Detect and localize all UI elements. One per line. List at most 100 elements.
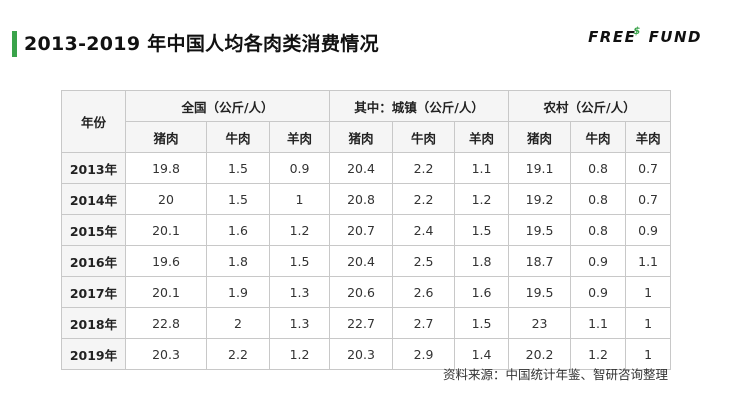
value-cell: 1.5 xyxy=(454,214,510,246)
value-cell: 19.6 xyxy=(125,245,207,277)
meat-header-pork: 猪肉 xyxy=(508,121,572,153)
table-row: 2017年 20.1 1.9 1.3 20.6 2.6 1.6 19.5 0.9 1 xyxy=(61,276,672,308)
value-cell: 18.7 xyxy=(508,245,572,277)
value-cell: 1.5 xyxy=(206,152,270,184)
value-cell: 1.2 xyxy=(268,338,331,370)
year-cell: 2017年 xyxy=(61,276,126,308)
value-cell: 0.9 xyxy=(625,214,672,246)
value-cell: 20.6 xyxy=(329,276,394,308)
meat-header-pork: 猪肉 xyxy=(125,121,207,153)
logo-text-right: FUND xyxy=(648,28,702,46)
table-body: 2013年 19.8 1.5 0.9 20.4 2.2 1.1 19.1 0.8 0.7 2014年… xyxy=(61,152,672,370)
meat-header-mutton: 羊肉 xyxy=(625,121,672,153)
value-cell: 2.6 xyxy=(392,276,456,308)
value-cell: 1 xyxy=(268,183,331,215)
meat-header-pork: 猪肉 xyxy=(329,121,394,153)
value-cell: 2.4 xyxy=(392,214,456,246)
value-cell: 2.5 xyxy=(392,245,456,277)
year-cell: 2015年 xyxy=(61,214,126,246)
logo-dollar-icon: $ xyxy=(633,26,642,37)
group-header-national: 全国（公斤/人） xyxy=(124,90,331,122)
value-cell: 1 xyxy=(625,276,672,308)
value-cell: 1.6 xyxy=(454,276,510,308)
value-cell: 1.3 xyxy=(268,307,331,339)
meat-consumption-table: 年份 全国（公斤/人） 其中：城镇（公斤/人） 农村（公斤/人） 猪肉 牛肉 羊… xyxy=(61,90,672,370)
value-cell: 0.7 xyxy=(625,183,672,215)
year-cell: 2018年 xyxy=(61,307,126,339)
table-row: 2019年 20.3 2.2 1.2 20.3 2.9 1.4 20.2 1.2 1 xyxy=(61,338,672,370)
value-cell: 1.8 xyxy=(206,245,270,277)
year-cell: 2013年 xyxy=(61,152,126,184)
value-cell: 1.9 xyxy=(206,276,270,308)
value-cell: 0.8 xyxy=(570,152,627,184)
value-cell: 20.1 xyxy=(125,276,207,308)
value-cell: 1.2 xyxy=(454,183,510,215)
value-cell: 1.3 xyxy=(268,276,331,308)
value-cell: 20.4 xyxy=(329,152,394,184)
value-cell: 20.3 xyxy=(125,338,207,370)
table-row: 2016年 19.6 1.8 1.5 20.4 2.5 1.8 18.7 0.9 1.1 xyxy=(61,245,672,277)
value-cell: 2 xyxy=(206,307,270,339)
meat-header-row: 猪肉 牛肉 羊肉 猪肉 牛肉 羊肉 猪肉 牛肉 羊肉 xyxy=(62,121,672,153)
title-accent-bar xyxy=(12,31,17,57)
value-cell: 1 xyxy=(625,338,672,370)
year-cell: 2019年 xyxy=(61,338,126,370)
logo-text-left: FREE xyxy=(588,28,637,46)
year-cell: 2016年 xyxy=(61,245,126,277)
value-cell: 20.3 xyxy=(329,338,394,370)
value-cell: 1.1 xyxy=(625,245,672,277)
table-row: 2013年 19.8 1.5 0.9 20.4 2.2 1.1 19.1 0.8 0.7 xyxy=(61,152,672,184)
brand-logo: FREE$ FUND xyxy=(588,26,702,46)
table-row: 2014年 20 1.5 1 20.8 2.2 1.2 19.2 0.8 0.7 xyxy=(61,183,672,215)
value-cell: 20.7 xyxy=(329,214,394,246)
value-cell: 19.2 xyxy=(508,183,572,215)
table-row: 2018年 22.8 2 1.3 22.7 2.7 1.5 23 1.1 1 xyxy=(61,307,672,339)
value-cell: 20.8 xyxy=(329,183,394,215)
value-cell: 2.2 xyxy=(206,338,270,370)
value-cell: 1.1 xyxy=(570,307,627,339)
value-cell: 19.5 xyxy=(508,276,572,308)
table-row: 2015年 20.1 1.6 1.2 20.7 2.4 1.5 19.5 0.8 0.9 xyxy=(61,214,672,246)
value-cell: 1 xyxy=(625,307,672,339)
value-cell: 23 xyxy=(508,307,572,339)
group-header-rural: 农村（公斤/人） xyxy=(508,90,672,122)
value-cell: 0.9 xyxy=(570,276,627,308)
value-cell: 19.5 xyxy=(508,214,572,246)
value-cell: 0.9 xyxy=(268,152,331,184)
value-cell: 19.1 xyxy=(508,152,572,184)
meat-header-beef: 牛肉 xyxy=(570,121,627,153)
group-header-urban: 其中：城镇（公斤/人） xyxy=(329,90,510,122)
value-cell: 0.8 xyxy=(570,183,627,215)
year-cell: 2014年 xyxy=(61,183,126,215)
meat-header-beef: 牛肉 xyxy=(206,121,270,153)
page-title: 2013-2019 年中国人均各肉类消费情况 xyxy=(24,33,379,55)
meat-header-mutton: 羊肉 xyxy=(454,121,510,153)
value-cell: 1.2 xyxy=(570,338,627,370)
value-cell: 2.2 xyxy=(392,183,456,215)
value-cell: 0.8 xyxy=(570,214,627,246)
value-cell: 22.7 xyxy=(329,307,394,339)
meat-header-mutton: 羊肉 xyxy=(268,121,331,153)
year-column-header: 年份 xyxy=(61,90,126,153)
value-cell: 1.4 xyxy=(454,338,510,370)
table-header: 年份 全国（公斤/人） 其中：城镇（公斤/人） 农村（公斤/人） 猪肉 牛肉 羊… xyxy=(61,90,672,153)
value-cell: 0.9 xyxy=(570,245,627,277)
value-cell: 1.8 xyxy=(454,245,510,277)
value-cell: 22.8 xyxy=(125,307,207,339)
group-header-row: 年份 全国（公斤/人） 其中：城镇（公斤/人） 农村（公斤/人） xyxy=(61,90,672,153)
value-cell: 19.8 xyxy=(125,152,207,184)
value-cell: 20 xyxy=(125,183,207,215)
value-cell: 1.5 xyxy=(206,183,270,215)
value-cell: 20.4 xyxy=(329,245,394,277)
source-note: 资料来源：中国统计年鉴、智研咨询整理 xyxy=(442,367,668,382)
value-cell: 20.1 xyxy=(125,214,207,246)
value-cell: 2.2 xyxy=(392,152,456,184)
value-cell: 2.7 xyxy=(392,307,456,339)
value-cell: 1.1 xyxy=(454,152,510,184)
value-cell: 1.5 xyxy=(268,245,331,277)
meat-header-beef: 牛肉 xyxy=(392,121,456,153)
value-cell: 1.5 xyxy=(454,307,510,339)
value-cell: 0.7 xyxy=(625,152,672,184)
value-cell: 1.2 xyxy=(268,214,331,246)
value-cell: 20.2 xyxy=(508,338,572,370)
